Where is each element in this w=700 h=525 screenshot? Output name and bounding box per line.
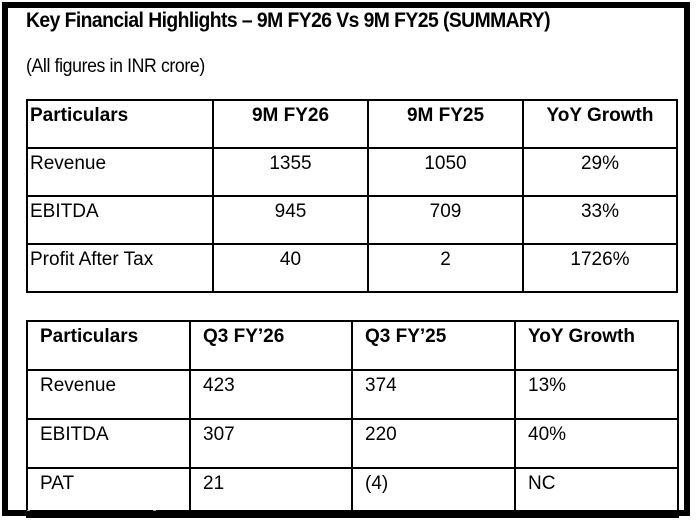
header-q3-fy26: Q3 FY’26 [189, 320, 353, 371]
growth-value: 40% [514, 418, 679, 469]
decorative-mark [27, 510, 30, 511]
header-q3-fy25: Q3 FY’25 [351, 320, 516, 371]
table-header-row: Particulars 9M FY26 9M FY25 YoY Growth [26, 99, 678, 149]
current-value: 1355 [212, 147, 369, 197]
q3-summary-table: Particulars Q3 FY’26 Q3 FY’25 YoY Growth… [26, 320, 679, 518]
current-value: 40 [212, 243, 369, 293]
header-particulars: Particulars [26, 99, 214, 149]
document-subtitle: (All figures in INR crore) [26, 56, 205, 77]
header-yoy-growth: YoY Growth [522, 99, 678, 149]
row-label: EBITDA [26, 195, 214, 245]
table-row: PAT 21 (4) NC [26, 467, 679, 518]
previous-value: 1050 [367, 147, 524, 197]
header-9m-fy25: 9M FY25 [367, 99, 524, 149]
table-row: Profit After Tax 40 2 1726% [26, 243, 678, 293]
current-value: 21 [189, 467, 353, 518]
growth-value: 1726% [522, 243, 678, 293]
header-yoy-growth: YoY Growth [514, 320, 679, 371]
table-row: Revenue 423 374 13% [26, 369, 679, 420]
growth-value: 29% [522, 147, 678, 197]
current-value: 945 [212, 195, 369, 245]
row-label: Profit After Tax [26, 243, 214, 293]
table-row: EBITDA 307 220 40% [26, 418, 679, 469]
growth-value: 13% [514, 369, 679, 420]
row-label: Revenue [26, 147, 214, 197]
table-row: Revenue 1355 1050 29% [26, 147, 678, 197]
table-row: EBITDA 945 709 33% [26, 195, 678, 245]
growth-value: NC [514, 467, 679, 518]
row-label: EBITDA [26, 418, 191, 469]
growth-value: 33% [522, 195, 678, 245]
current-value: 423 [189, 369, 353, 420]
previous-value: 374 [351, 369, 516, 420]
row-label: Revenue [26, 369, 191, 420]
header-particulars: Particulars [26, 320, 191, 371]
previous-value: 2 [367, 243, 524, 293]
current-value: 307 [189, 418, 353, 469]
nine-month-summary-table: Particulars 9M FY26 9M FY25 YoY Growth R… [26, 99, 678, 293]
table-header-row: Particulars Q3 FY’26 Q3 FY’25 YoY Growth [26, 320, 679, 371]
previous-value: (4) [351, 467, 516, 518]
previous-value: 709 [367, 195, 524, 245]
previous-value: 220 [351, 418, 516, 469]
row-label: PAT [26, 467, 191, 518]
header-9m-fy26: 9M FY26 [212, 99, 369, 149]
decorative-mark [153, 510, 156, 511]
document-title: Key Financial Highlights – 9M FY26 Vs 9M… [26, 9, 551, 32]
